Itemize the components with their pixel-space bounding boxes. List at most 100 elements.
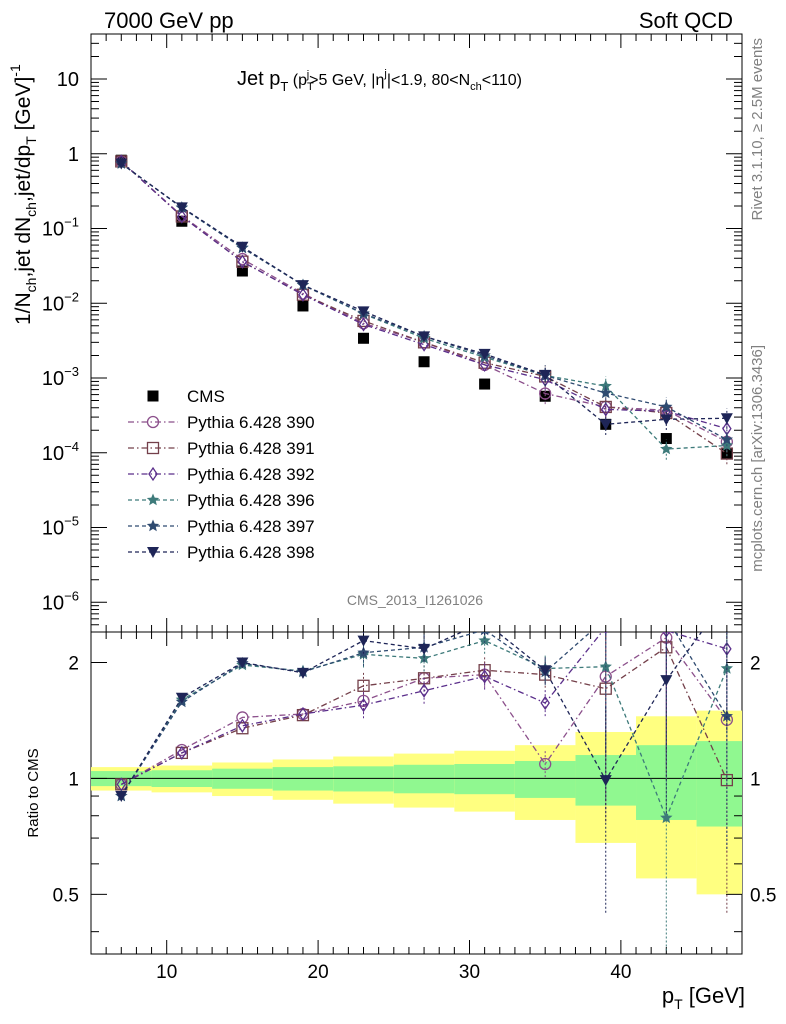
data-point bbox=[660, 400, 673, 413]
legend-marker bbox=[148, 466, 158, 482]
ratio-tick-label: 2 bbox=[68, 653, 79, 674]
band-inner bbox=[696, 741, 742, 827]
data-point bbox=[599, 386, 612, 399]
series-line bbox=[120, 162, 727, 425]
data-point bbox=[599, 379, 612, 392]
legend-marker bbox=[147, 390, 159, 402]
data-point bbox=[358, 317, 369, 332]
y-tick-label: 1 bbox=[68, 144, 79, 166]
x-tick-label: 40 bbox=[610, 962, 631, 983]
plot-title: Jet pT (pTj>5 GeV, |ηj|<1.9, 80<Nch<110) bbox=[237, 68, 522, 94]
y-tick-label: 10 bbox=[57, 69, 79, 91]
data-point bbox=[600, 402, 611, 417]
ratio-tick-label: 0.5 bbox=[53, 885, 79, 906]
ratio-point bbox=[660, 811, 673, 824]
data-point bbox=[478, 348, 491, 360]
data-point bbox=[175, 202, 188, 214]
ratio-point bbox=[419, 683, 429, 698]
legend-marker bbox=[147, 547, 159, 558]
data-point bbox=[418, 331, 431, 343]
title-cut3: |<1.9, 80<N bbox=[387, 72, 470, 89]
y-tick-label: 10−3 bbox=[42, 364, 79, 390]
legend-marker bbox=[146, 441, 160, 455]
ratio-tick-label: 1 bbox=[68, 769, 79, 790]
ratio-line bbox=[120, 646, 728, 785]
data-point bbox=[236, 265, 248, 277]
ratio-point bbox=[479, 669, 490, 684]
data-point bbox=[297, 300, 309, 312]
title-main: Jet p bbox=[237, 68, 280, 90]
ratio-point bbox=[539, 665, 552, 677]
series-main bbox=[115, 154, 734, 465]
ratio-point bbox=[660, 611, 672, 623]
ratio-point bbox=[600, 612, 612, 624]
title-sub-T2: T bbox=[307, 81, 314, 93]
ratio-point bbox=[115, 791, 128, 803]
band-inner bbox=[514, 760, 576, 798]
legend-label: Pythia 6.428 390 bbox=[187, 413, 315, 432]
title-cut2: >5 GeV, |η bbox=[309, 72, 384, 89]
data-point bbox=[177, 209, 187, 224]
data-point bbox=[539, 390, 551, 402]
legend-label: Pythia 6.428 392 bbox=[187, 465, 315, 484]
ratio-point bbox=[720, 773, 734, 787]
ratio-point bbox=[357, 635, 370, 647]
ratio-point bbox=[357, 679, 370, 692]
data-point bbox=[720, 433, 733, 445]
series-ratio bbox=[115, 611, 734, 952]
y-tick-label: 10−2 bbox=[42, 289, 79, 315]
data-point bbox=[479, 357, 490, 373]
ratio-point bbox=[237, 718, 248, 733]
ratio-point bbox=[418, 643, 431, 655]
cms-uncertainty-bands bbox=[91, 710, 742, 895]
ratio-point bbox=[540, 695, 550, 711]
data-point bbox=[298, 287, 308, 302]
data-point bbox=[357, 306, 370, 318]
header-left: 7000 GeV pp bbox=[104, 8, 234, 33]
data-point bbox=[660, 414, 673, 426]
ratio-point bbox=[604, 632, 608, 635]
ratio-point bbox=[480, 632, 489, 636]
axes: 10 20 30 40 10 1 10−1 10−2 10−3 10−4 10−5 10−6 2 2 1 1 0… bbox=[42, 33, 776, 983]
legend-label: Pythia 6.428 397 bbox=[187, 517, 315, 536]
data-point bbox=[660, 442, 673, 455]
ratio-point bbox=[720, 709, 733, 722]
ratio-tick-label-right: 1 bbox=[750, 769, 761, 790]
y-tick-label: 10−6 bbox=[42, 588, 79, 614]
mcplots-label: mcplots.cern.ch [arXiv:1306.3436] bbox=[749, 345, 766, 572]
ratio-point bbox=[599, 775, 612, 787]
legend-marker bbox=[146, 415, 160, 429]
ratio-point bbox=[175, 692, 188, 704]
title-cut4: <110) bbox=[482, 72, 522, 89]
data-point bbox=[479, 378, 491, 390]
data-point bbox=[358, 332, 370, 344]
title-sub: T bbox=[280, 79, 288, 94]
data-point bbox=[115, 158, 128, 170]
ratio-point bbox=[296, 667, 309, 679]
series-line bbox=[120, 160, 728, 430]
y-tick-label: 10−4 bbox=[42, 439, 79, 465]
x-axis-label: pT [GeV] bbox=[662, 983, 745, 1012]
ratio-line bbox=[120, 632, 703, 797]
ratio-point bbox=[358, 697, 369, 713]
legend-label: Pythia 6.428 398 bbox=[187, 543, 315, 562]
ratio-axis-label: Ratio to CMS bbox=[25, 748, 42, 837]
legend-marker bbox=[146, 519, 160, 532]
title-sub-ch: ch bbox=[470, 81, 482, 93]
ratio-point bbox=[660, 675, 673, 687]
x-tick-label: 20 bbox=[308, 962, 329, 983]
x-tick-label: 10 bbox=[156, 962, 177, 983]
ratio-point bbox=[539, 757, 552, 771]
ratio-point bbox=[177, 745, 187, 761]
legend-label: Pythia 6.428 396 bbox=[187, 491, 315, 510]
y-tick-label: 10−5 bbox=[42, 514, 79, 540]
legend-label: Pythia 6.428 391 bbox=[187, 439, 315, 458]
data-point bbox=[296, 280, 309, 292]
ratio-point bbox=[236, 657, 249, 669]
ratio-tick-label-right: 2 bbox=[750, 653, 761, 674]
data-point bbox=[237, 254, 248, 269]
rivet-label: Rivet 3.1.10, ≥ 2.5M events bbox=[749, 38, 766, 221]
ratio-point bbox=[722, 641, 732, 657]
ratio-point bbox=[236, 722, 249, 735]
